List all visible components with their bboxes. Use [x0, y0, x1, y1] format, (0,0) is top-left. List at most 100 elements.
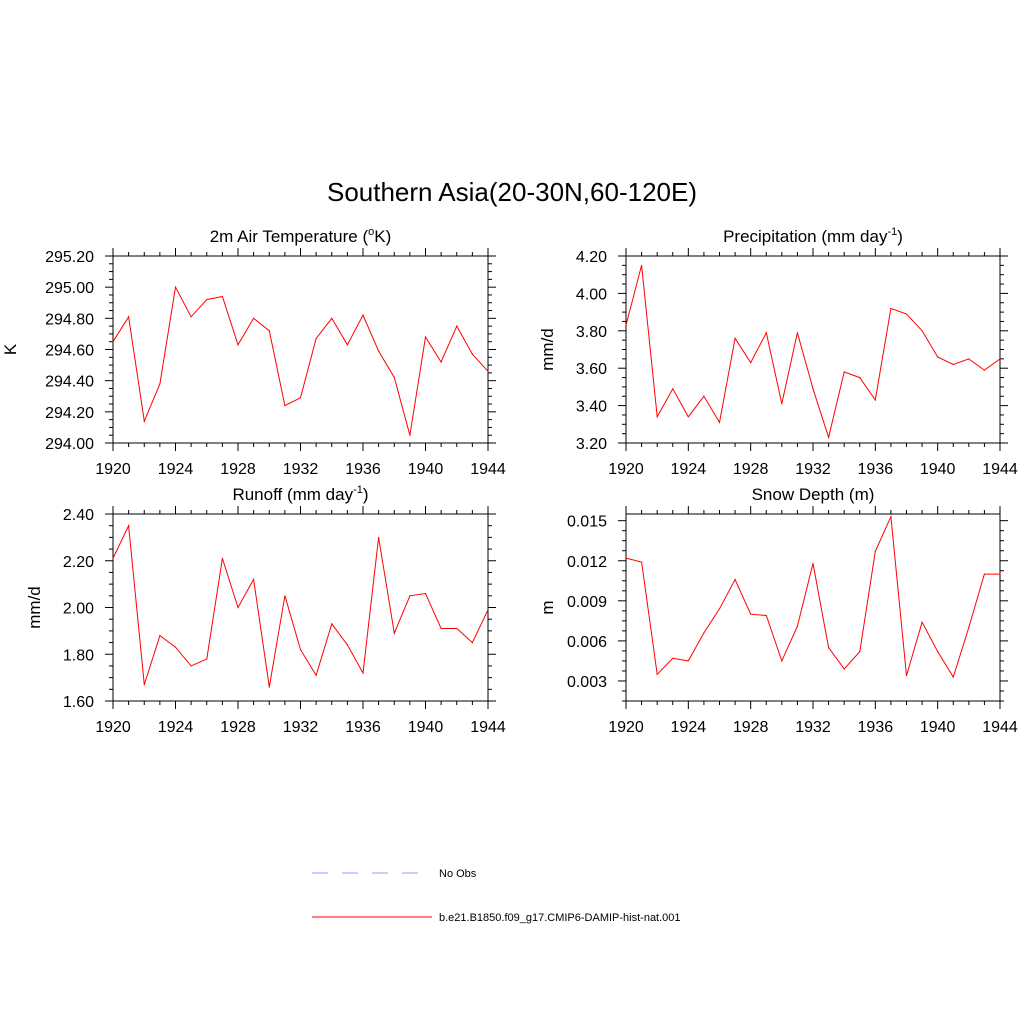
- panel-3-point-1927: [221, 557, 223, 560]
- panel-3-point-1942: [456, 627, 458, 630]
- panel-2-point-1932: [812, 388, 814, 390]
- panel-2-point-1931: [796, 332, 799, 334]
- panel-1-point-1944: [487, 370, 489, 372]
- panel-2-xtick-label-1924: 1924: [671, 461, 707, 478]
- panel-1-point-1939: [409, 434, 411, 436]
- panel-2-point-1927: [734, 337, 736, 339]
- panel-2-point-1943: [983, 369, 986, 371]
- panel-3-point-1941: [440, 627, 442, 630]
- panel-4-point-1921: [641, 561, 643, 563]
- panel-3-point-1931: [284, 595, 286, 597]
- panel-3-xtick-label-1920: 1920: [95, 719, 131, 736]
- panel-3-xtick-label-1924: 1924: [158, 719, 194, 736]
- panel-3-point-1929: [253, 578, 255, 581]
- panel-2-ytick-label-2: 3.60: [576, 361, 607, 378]
- panel-4-point-1944: [999, 573, 1001, 575]
- panel-1-frame: [112, 255, 489, 444]
- panel-3-point-1937: [378, 536, 380, 539]
- panel-1-xtick-label-1924: 1924: [158, 461, 194, 478]
- panel-4-point-1930: [781, 660, 783, 662]
- panel-2-point-1929: [765, 332, 767, 334]
- panel-1-point-1927: [221, 295, 223, 298]
- panel-1-point-1924: [174, 286, 177, 288]
- panel-3-point-1936: [362, 672, 364, 674]
- panel-4-point-1942: [968, 626, 970, 629]
- panel-2-ytick-label-5: 4.20: [576, 249, 607, 266]
- panel-1-point-1943: [471, 353, 473, 355]
- panel-4-point-1932: [812, 562, 814, 565]
- panel-3-xtick-label-1944: 1944: [470, 719, 506, 736]
- panel-1-point-1929: [253, 317, 255, 319]
- panel-3-title-superscript: -1: [353, 484, 363, 496]
- panel-2-precipitation-mm-day: Precipitation (mm day-1) 1920 1924 1928 1932…: [538, 226, 1018, 478]
- panel-1-point-1921: [128, 316, 130, 318]
- panel-3-title-suffix: ): [363, 485, 369, 504]
- panel-4-point-1933: [828, 647, 830, 649]
- panel-2-point-1928: [750, 362, 752, 364]
- panel-3-xtick-label-1928: 1928: [220, 719, 256, 736]
- panel-2-title-superscript: -1: [887, 226, 897, 238]
- panel-2-xtick-label-1936: 1936: [858, 461, 894, 478]
- panel-4-title-main: Snow Depth (m): [752, 485, 875, 504]
- panel-3-point-1933: [315, 674, 317, 676]
- panel-2-point-1939: [921, 330, 923, 332]
- panel-1-ytick-label-1: 294.20: [45, 405, 94, 422]
- panel-3-runoff-mm-day: Runoff (mm day-1) 1920 1924 1928 1932 1936 194…: [25, 484, 506, 736]
- panel-1-title-suffix: K): [374, 227, 391, 246]
- panel-4-xtick-label-1928: 1928: [733, 719, 769, 736]
- panel-2-point-1935: [859, 377, 861, 379]
- panel-4-point-1922: [656, 673, 658, 675]
- panel-2-point-1921: [641, 264, 643, 266]
- panel-2-xtick-label-1932: 1932: [795, 461, 831, 478]
- panel-2-ytick-label-3: 3.80: [576, 324, 607, 341]
- legend-no-obs-label: No Obs: [439, 868, 477, 880]
- figure-title: Southern Asia(20-30N,60-120E): [327, 177, 697, 207]
- panel-4-point-1920: [625, 557, 627, 559]
- panel-1-point-1932: [299, 397, 302, 399]
- panel-1-ytick-label-6: 295.20: [45, 249, 94, 266]
- panel-4-title: Snow Depth (m): [752, 485, 875, 504]
- panel-1-ytick-label-3: 294.60: [45, 343, 94, 360]
- panel-3-xtick-label-1932: 1932: [283, 719, 319, 736]
- panel-3-ytick-label-3: 2.20: [63, 554, 94, 571]
- panel-1-2m-air-temperature-k: 2m Air Temperature (oK) 1920 1924 1928 1932 1…: [1, 226, 506, 478]
- panel-1-xtick-label-1944: 1944: [470, 461, 506, 478]
- panel-3-point-1924: [174, 646, 177, 648]
- panel-3-series-line-0: [112, 523, 489, 688]
- panel-2-point-1925: [703, 395, 705, 397]
- panel-1-ytick-label-4: 294.80: [45, 311, 94, 328]
- panel-1-point-1938: [393, 376, 395, 379]
- panel-2-ylabel: mm/d: [538, 328, 557, 371]
- panel-1-point-1922: [143, 420, 145, 422]
- panel-4-point-1943: [983, 573, 986, 575]
- panel-1-title-main: 2m Air Temperature (: [210, 227, 369, 246]
- panel-4-ytick-label-3: 0.012: [567, 554, 607, 571]
- panel-2-point-1941: [952, 363, 954, 366]
- panel-2-ytick-label-4: 4.00: [576, 286, 607, 303]
- panel-1-xtick-label-1936: 1936: [345, 461, 381, 478]
- panel-4-point-1939: [921, 621, 923, 623]
- panel-4-ytick-label-2: 0.009: [567, 594, 607, 611]
- panel-2-point-1930: [781, 403, 783, 405]
- panel-4-point-1936: [874, 550, 876, 553]
- panel-4-ylabel: m: [538, 600, 557, 614]
- legend-model-label: b.e21.B1850.f09_g17.CMIP6-DAMIP-hist-nat…: [439, 912, 681, 924]
- panel-3-point-1926: [206, 658, 208, 660]
- panel-4-ytick-label-4: 0.015: [567, 514, 607, 531]
- panel-4-point-1926: [718, 608, 721, 610]
- panel-3-ytick-label-1: 1.80: [63, 647, 94, 664]
- panel-2-title-suffix: ): [897, 227, 903, 246]
- panel-1-point-1933: [315, 338, 317, 340]
- panel-1-point-1931: [284, 405, 286, 407]
- panel-3-point-1923: [159, 635, 161, 637]
- panel-1-point-1937: [378, 350, 380, 352]
- panel-1-point-1934: [331, 317, 333, 319]
- panel-1-ytick-label-5: 295.00: [45, 280, 94, 297]
- panel-3-point-1938: [393, 632, 395, 634]
- panel-4-series-line-0: [625, 514, 1000, 679]
- panels-group: 2m Air Temperature (oK)1920 1924 1928 1932 1…: [1, 226, 1018, 736]
- panel-4-point-1923: [672, 657, 674, 659]
- panel-3-xtick-label-1940: 1940: [408, 719, 444, 736]
- panel-2-point-1942: [968, 358, 970, 360]
